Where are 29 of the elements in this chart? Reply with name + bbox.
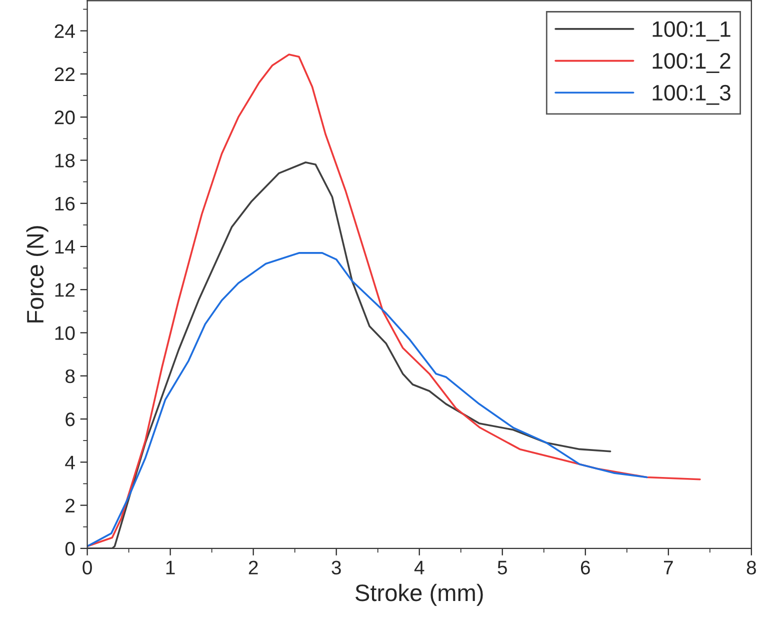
y-axis-title: Force (N) (26, 226, 48, 322)
x-tick-label: 0 (82, 560, 92, 574)
legend-label: 100:1_3 (652, 84, 730, 105)
x-tick-label: 2 (248, 560, 258, 574)
y-tick-label: 6 (66, 412, 75, 426)
y-tick-label: 10 (55, 326, 75, 340)
x-tick-label: 3 (332, 560, 341, 574)
y-tick-label: 12 (55, 283, 75, 297)
y-tick-label: 14 (55, 240, 75, 254)
y-tick-label: 22 (54, 67, 75, 82)
line-series (87, 252, 648, 548)
x-tick-label: 5 (498, 560, 507, 574)
y-tick-label: 4 (65, 456, 75, 470)
legend-label: 100:1_1 (652, 21, 730, 42)
x-tick-label: 8 (746, 560, 756, 574)
legend-label: 100:1_2 (652, 53, 730, 73)
x-axis-title: Stroke (mm) (355, 584, 483, 606)
x-tick-label: 7 (664, 560, 673, 574)
y-tick-label: 0 (65, 542, 75, 556)
y-tick-label: 16 (55, 196, 75, 211)
y-tick-label: 8 (66, 369, 75, 384)
y-tick-label: 24 (54, 24, 75, 38)
y-tick-label: 18 (55, 154, 75, 168)
x-tick-label: 1 (166, 560, 175, 574)
x-tick-label: 4 (414, 560, 424, 574)
y-tick-label: 20 (54, 110, 75, 124)
y-tick-label: 2 (66, 498, 75, 512)
x-tick-label: 6 (580, 560, 590, 574)
line-series (87, 161, 612, 548)
